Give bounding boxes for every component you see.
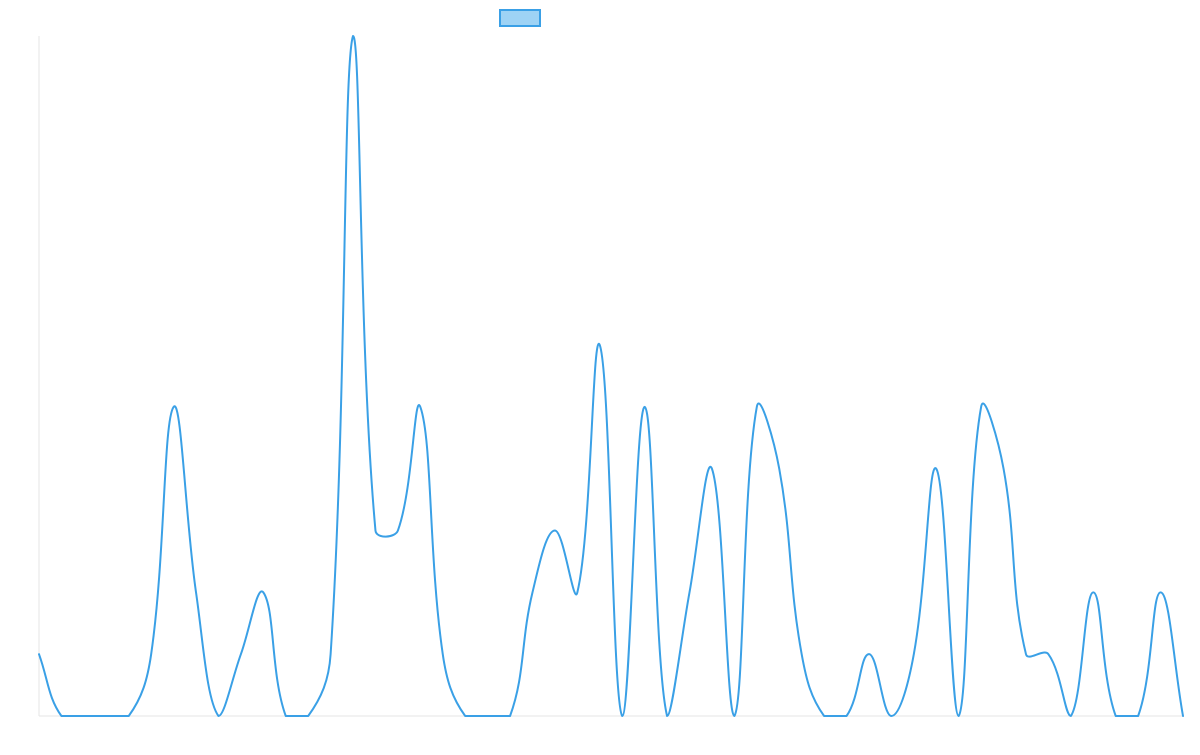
data-point[interactable] <box>529 589 535 595</box>
data-point[interactable] <box>687 589 693 595</box>
data-point[interactable] <box>372 528 378 534</box>
data-point[interactable] <box>328 651 334 657</box>
data-point[interactable] <box>1068 713 1074 719</box>
data-point[interactable] <box>866 651 872 657</box>
data-point[interactable] <box>215 713 221 719</box>
data-point[interactable] <box>193 589 199 595</box>
data-point[interactable] <box>305 713 311 719</box>
data-point[interactable] <box>754 404 760 410</box>
data-point[interactable] <box>664 713 670 719</box>
data-point[interactable] <box>238 651 244 657</box>
series-layer <box>36 33 1186 719</box>
data-point[interactable] <box>58 713 64 719</box>
data-point[interactable] <box>956 713 962 719</box>
data-point[interactable] <box>395 528 401 534</box>
data-point[interactable] <box>1113 713 1119 719</box>
data-point[interactable] <box>552 528 558 534</box>
data-point[interactable] <box>417 404 423 410</box>
data-point[interactable] <box>1023 651 1029 657</box>
data-point[interactable] <box>485 713 491 719</box>
data-point[interactable] <box>260 589 266 595</box>
data-point[interactable] <box>574 589 580 595</box>
data-point[interactable] <box>462 713 468 719</box>
data-point[interactable] <box>81 713 87 719</box>
data-point[interactable] <box>1090 589 1096 595</box>
data-point[interactable] <box>911 651 917 657</box>
data-point[interactable] <box>1045 651 1051 657</box>
data-point[interactable] <box>1180 713 1186 719</box>
data-point[interactable] <box>978 404 984 410</box>
data-point[interactable] <box>709 466 715 472</box>
data-point[interactable] <box>36 651 42 657</box>
data-point[interactable] <box>776 466 782 472</box>
data-point[interactable] <box>888 713 894 719</box>
data-point[interactable] <box>148 651 154 657</box>
data-point[interactable] <box>440 651 446 657</box>
data-point[interactable] <box>597 342 603 348</box>
data-point[interactable] <box>642 404 648 410</box>
data-point[interactable] <box>1001 466 1007 472</box>
data-point[interactable] <box>933 466 939 472</box>
data-point[interactable] <box>799 651 805 657</box>
data-point[interactable] <box>844 713 850 719</box>
axes <box>38 36 1183 717</box>
data-point[interactable] <box>1135 713 1141 719</box>
data-point[interactable] <box>619 713 625 719</box>
legend-swatch[interactable] <box>499 9 541 27</box>
data-point[interactable] <box>731 713 737 719</box>
data-point[interactable] <box>350 33 356 39</box>
data-point[interactable] <box>126 713 132 719</box>
data-point[interactable] <box>507 713 513 719</box>
data-point[interactable] <box>103 713 109 719</box>
data-point[interactable] <box>171 404 177 410</box>
legend[interactable] <box>499 9 541 27</box>
series-line <box>38 35 1184 717</box>
data-point[interactable] <box>821 713 827 719</box>
data-point[interactable] <box>1158 589 1164 595</box>
data-point[interactable] <box>283 713 289 719</box>
